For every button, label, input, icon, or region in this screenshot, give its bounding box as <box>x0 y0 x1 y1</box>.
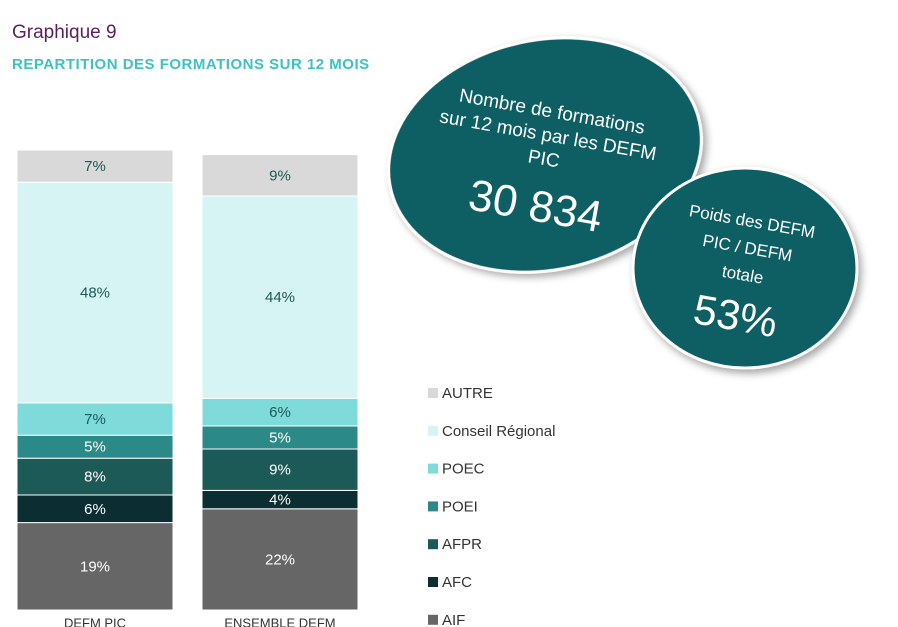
legend-label: AFPR <box>442 536 482 553</box>
chart-title: Graphique 9 <box>12 22 117 43</box>
legend-swatch <box>428 388 438 398</box>
legend-swatch <box>428 614 438 625</box>
legend-swatch <box>428 425 438 436</box>
bar-segment <box>16 181 174 404</box>
data-label: 7% <box>84 158 106 175</box>
data-label: 9% <box>269 462 291 479</box>
legend-label: POEC <box>442 461 485 478</box>
bar-segment <box>201 508 359 611</box>
legend-label: POEI <box>442 498 478 515</box>
legend-swatch <box>428 539 438 550</box>
bubble <box>631 166 859 370</box>
x-tick-label: ENSEMBLE DEFM <box>224 615 335 627</box>
bar-segment <box>16 402 174 436</box>
data-label: 9% <box>269 167 291 184</box>
data-label: 48% <box>80 285 110 302</box>
data-label: 22% <box>265 551 295 568</box>
bar-segment <box>16 149 174 183</box>
data-label: 6% <box>269 404 291 421</box>
bar-segment <box>16 522 174 611</box>
data-label: 19% <box>80 558 110 575</box>
bar-segment <box>201 448 359 491</box>
data-label: 5% <box>84 439 106 456</box>
data-label: 44% <box>265 289 295 306</box>
legend-swatch <box>428 577 438 587</box>
data-label: 8% <box>84 469 106 486</box>
legend-label: AUTRE <box>442 385 493 402</box>
legend-label: AIF <box>442 612 465 627</box>
legend-swatch <box>428 501 438 512</box>
data-label: 5% <box>269 429 291 446</box>
data-label: 6% <box>84 501 106 518</box>
bar-segment <box>201 397 359 427</box>
chart-subtitle: REPARTITION DES FORMATIONS SUR 12 MOIS <box>12 56 370 73</box>
legend-label: AFC <box>442 574 472 591</box>
bar-segment <box>201 195 359 399</box>
bubble <box>387 36 703 274</box>
x-tick-label: DEFM PIC <box>64 615 126 627</box>
data-label: 7% <box>84 411 106 428</box>
legend-swatch <box>428 463 438 474</box>
data-label: 4% <box>269 492 291 509</box>
bar-segment <box>201 154 359 197</box>
legend-label: Conseil Régional <box>442 423 555 440</box>
